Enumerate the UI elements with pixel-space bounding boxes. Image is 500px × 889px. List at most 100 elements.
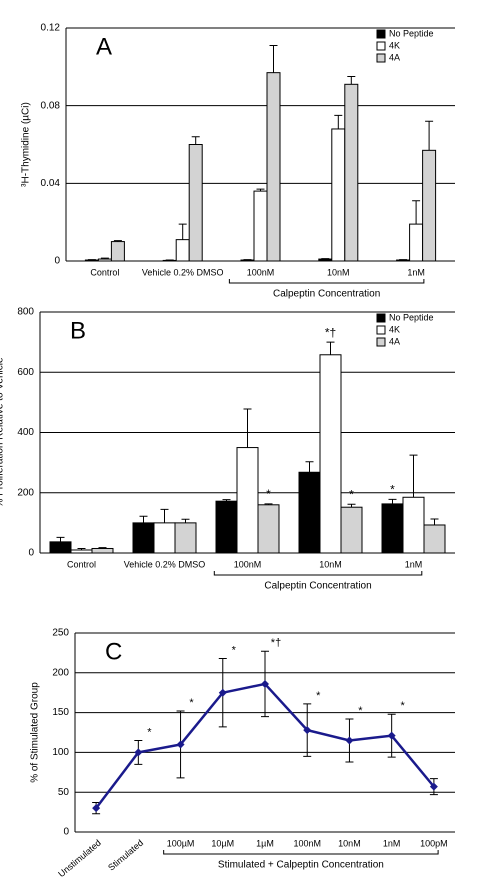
bar: [409, 223, 424, 262]
x-tick-label: Stimulated: [106, 838, 145, 873]
error-bar: [264, 503, 273, 505]
y-axis-label: ³H-Thymidine (µCi): [21, 102, 32, 187]
bar: [422, 149, 437, 262]
error-bar: [178, 223, 187, 240]
bar: [153, 522, 176, 554]
annotation: *: [349, 487, 354, 501]
bar: [174, 522, 197, 554]
x-tick-label: 100nM: [247, 267, 275, 277]
error-bar: [56, 536, 65, 542]
point: [345, 736, 354, 745]
bar: [319, 354, 342, 554]
error-bar: [222, 499, 231, 502]
annotation: *: [147, 726, 152, 738]
legend-swatch: [376, 313, 386, 323]
annotation: *†: [325, 325, 336, 339]
annotation: *: [266, 487, 271, 501]
y-axis-label: % Proliferation Relative to Vehicle: [0, 357, 6, 508]
x-tick-label: Vehicle 0.2% DMSO: [124, 559, 206, 569]
bar: [97, 258, 112, 262]
bar: [215, 500, 238, 554]
y-axis-label: % of Stimulated Group: [30, 682, 41, 783]
y-tick-label: 250: [52, 628, 69, 639]
y-tick-label: 100: [52, 747, 69, 758]
y-tick-label: 0: [54, 256, 60, 267]
x-tick-label: 100nM: [234, 559, 262, 569]
error-bar: [256, 188, 265, 192]
error-bar: [326, 341, 335, 355]
legend-swatch: [376, 29, 386, 39]
y-tick-label: 200: [52, 667, 69, 678]
y-tick-label: 50: [58, 787, 70, 798]
annotation: *: [232, 644, 237, 656]
legend-swatch: [376, 41, 386, 51]
error-bar: [139, 515, 148, 523]
point: [92, 804, 101, 813]
x-tick-label: 100nM: [293, 838, 321, 848]
bar: [175, 239, 190, 262]
error-bar: [388, 498, 397, 504]
x-tick-label: Unstimulated: [56, 838, 103, 879]
group-bracket: [163, 850, 439, 855]
point: [261, 679, 269, 688]
bar: [266, 72, 281, 262]
x-tick-label: 100µM: [167, 838, 195, 848]
error-bar: [160, 508, 169, 523]
point: [429, 782, 438, 791]
x-tick-label: 1nM: [405, 559, 423, 569]
y-tick-label: 0.08: [41, 100, 61, 111]
group-label: Calpeptin Concentration: [264, 581, 371, 592]
bar: [240, 259, 255, 262]
x-tick-label: Vehicle 0.2% DMSO: [142, 267, 224, 277]
bar: [381, 503, 404, 554]
y-tick-label: 600: [17, 367, 34, 378]
error-bar: [347, 76, 356, 85]
error-bar: [305, 461, 314, 473]
error-bar: [334, 114, 343, 129]
x-tick-label: 1nM: [407, 267, 425, 277]
annotation: *: [358, 705, 363, 717]
legend-label: 4A: [389, 52, 400, 62]
x-tick-label: 1µM: [256, 838, 274, 848]
point: [303, 726, 312, 735]
error-bar: [191, 136, 200, 145]
y-tick-label: 150: [52, 707, 69, 718]
bar: [344, 83, 359, 262]
group-bracket: [213, 571, 423, 576]
bar: [298, 471, 321, 554]
bar: [70, 549, 93, 554]
point: [134, 748, 143, 757]
bar: [84, 259, 99, 262]
legend-label: No Peptide: [389, 28, 434, 38]
annotation: *: [316, 690, 321, 702]
error-bar: [98, 547, 107, 549]
bar: [402, 496, 425, 554]
group-label: Calpeptin Concentration: [273, 289, 380, 300]
bar: [236, 447, 259, 554]
error-bar: [347, 503, 356, 508]
y-tick-label: 0.04: [41, 178, 61, 189]
legend-label: 4A: [389, 336, 400, 346]
bar: [110, 241, 125, 262]
x-tick-label: 10nM: [319, 559, 342, 569]
point: [176, 740, 185, 749]
legend-label: 4K: [389, 40, 400, 50]
bar: [331, 128, 346, 262]
bar: [49, 541, 72, 554]
error-bar: [243, 408, 252, 448]
y-tick-label: 400: [17, 427, 34, 438]
annotation: *: [401, 700, 406, 712]
error-bar: [77, 547, 86, 550]
x-tick-label: 1nM: [383, 838, 401, 848]
legend-swatch: [376, 325, 386, 335]
bar: [132, 522, 155, 554]
annotation: *: [390, 483, 395, 497]
bar: [253, 190, 268, 262]
legend-swatch: [376, 53, 386, 63]
error-bar: [181, 518, 190, 523]
x-tick-label: Control: [67, 559, 96, 569]
legend-swatch: [376, 337, 386, 347]
panel-title: C: [105, 638, 122, 665]
y-tick-label: 0: [63, 827, 69, 838]
